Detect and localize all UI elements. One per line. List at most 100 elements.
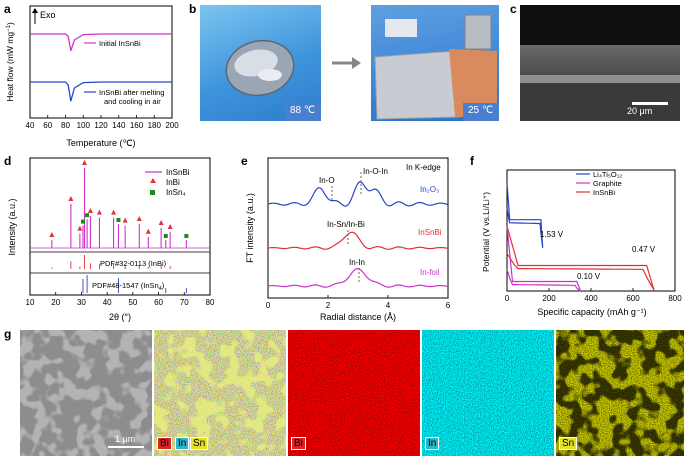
exafs-edge-label: In K-edge — [406, 163, 441, 172]
eds-sn-texture — [556, 330, 684, 456]
voltage-chart: 0 200 400 600 800 Li₄Ti₅O₁₂ Graphite InSnBi … — [481, 169, 682, 317]
exafs-ann-inin: In-In — [349, 258, 365, 267]
exafs-ylabel: FT intensity (a.u.) — [245, 193, 255, 263]
voltage-curve-insnbi — [506, 226, 655, 291]
exafs-x-tick-label: 6 — [446, 301, 451, 310]
xrd-legend-insnbi: InSnBi — [166, 168, 190, 177]
eds-bi-texture — [288, 330, 420, 456]
eds-in-map: In — [422, 330, 554, 456]
voltage-x-tick-label: 0 — [505, 294, 510, 303]
xrd-ref-insn4: PDF#48-1547 (InSn4) — [92, 281, 165, 292]
dsc-x-tick-label: 40 — [26, 121, 35, 130]
photo-molten-alloy: 88 ℃ — [200, 5, 321, 121]
exo-label: Exo — [40, 10, 56, 20]
xrd-chart: 10 20 30 40 50 60 70 80 InSnBi InBi InSn₄ PDF#3… — [7, 157, 215, 322]
xrd-frame — [29, 157, 211, 296]
xrd-marker-inbi — [145, 228, 151, 234]
sem-alloy-layer — [520, 45, 680, 75]
xrd-legend-insn4-marker — [150, 190, 155, 195]
sem-surface-scale-bar — [108, 446, 144, 448]
exafs-label-in2o3: In₂O₃ — [420, 185, 439, 194]
xrd-marker-insn4 — [85, 213, 90, 218]
xrd-marker-inbi — [96, 209, 102, 215]
sem-interface — [520, 75, 680, 83]
dsc-x-tick-label: 80 — [61, 121, 70, 130]
xrd-marker-inbi — [111, 209, 117, 215]
sem-surface-texture — [20, 330, 152, 456]
voltage-ylabel: Potential (V vs.Li/Li⁺) — [481, 192, 491, 272]
sem-surface-scale-text: 1 μm — [115, 434, 136, 444]
voltage-label-047: 0.47 V — [632, 245, 656, 254]
eds-overlay-label-bi: Bi — [157, 437, 172, 450]
dsc-x-tick-label: 200 — [165, 121, 179, 130]
eds-overlay-texture — [154, 330, 286, 456]
xrd-legend-insn4: InSn₄ — [166, 188, 186, 197]
scraper-tool — [464, 14, 492, 50]
xrd-marker-insn4 — [116, 218, 121, 222]
voltage-x-tick-label: 200 — [542, 294, 556, 303]
panel-label-c: c — [510, 2, 517, 16]
exafs-xlabel: Radial distance (Å) — [320, 312, 396, 322]
voltage-label-010: 0.10 V — [577, 272, 601, 281]
xrd-x-tick-label: 80 — [206, 298, 215, 307]
xrd-x-tick-label: 60 — [154, 298, 163, 307]
dsc-x-tick-label: 60 — [43, 121, 52, 130]
exafs-x-tick-label: 0 — [266, 301, 271, 310]
legend-melted-1: InSnBi after melting — [99, 88, 164, 97]
panel-label-g: g — [4, 327, 12, 341]
xrd-x-tick-label: 70 — [180, 298, 189, 307]
sem-surface-image: 1 μm — [20, 330, 152, 456]
panel-label-b: b — [189, 2, 197, 16]
xrd-x-tick-label: 10 — [26, 298, 35, 307]
sem-scale-bar — [632, 102, 668, 105]
voltage-curve-graphite — [506, 226, 582, 293]
xrd-marker-inbi — [82, 160, 88, 165]
xrd-marker-inbi — [158, 220, 164, 225]
xrd-marker-inbi — [49, 232, 55, 237]
voltage-label-153: 1.53 V — [540, 230, 564, 239]
droplet-shine — [258, 69, 282, 81]
eds-overlay-map: Bi In Sn — [154, 330, 286, 456]
exafs-frame — [267, 157, 449, 299]
exafs-curve-infoil — [267, 267, 449, 288]
photo-coated-foil: 25 ℃ — [371, 5, 499, 121]
exafs-chart: 0 2 4 6 In-O In-O-In In-Sn/In-Bi In-In In K… — [245, 157, 451, 322]
coated-sheet — [374, 50, 460, 120]
exo-arrowhead — [32, 8, 38, 13]
exafs-x-tick-label: 4 — [386, 301, 391, 310]
exafs-curve-insnbi — [267, 231, 449, 250]
exafs-curve-in2o3 — [267, 181, 449, 207]
exafs-ann-inoin: In-O-In — [363, 167, 388, 176]
exafs-ann-insn: In-Sn/In-Bi — [327, 220, 365, 229]
eds-bi-map: Bi — [288, 330, 420, 456]
temp-badge-25: 25 ℃ — [463, 103, 499, 121]
copper-foil — [449, 49, 497, 117]
eds-in-label: In — [425, 437, 440, 450]
xrd-x-tick-label: 20 — [51, 298, 60, 307]
voltage-x-tick-label: 400 — [584, 294, 598, 303]
exafs-ann-ino: In-O — [319, 176, 335, 185]
xrd-marker-inbi — [68, 196, 74, 201]
dsc-x-tick-label: 160 — [130, 121, 144, 130]
dsc-xlabel: Temperature (℃) — [66, 138, 135, 148]
dsc-chart: 40 60 80 100 120 140 160 180 200 Exo Initial InS… — [5, 5, 179, 148]
exafs-label-infoil: In-foil — [420, 268, 440, 277]
dsc-x-tick-label: 120 — [94, 121, 108, 130]
panel-label-d: d — [4, 154, 12, 168]
xrd-ref-inbi: PDF#32-0113 (InBi) — [100, 259, 167, 268]
xrd-marker-insn4 — [80, 219, 85, 224]
xrd-marker-insn4 — [163, 234, 168, 238]
exafs-x-tick-label: 2 — [326, 301, 331, 310]
xrd-marker-inbi — [77, 225, 83, 231]
dsc-curve-initial — [30, 33, 172, 52]
legend-melted-2: and cooling in air — [104, 97, 161, 106]
xrd-xlabel: 2θ (°) — [109, 312, 131, 322]
eds-sn-label: Sn — [559, 437, 578, 450]
exafs-label-insnbi: InSnBi — [418, 228, 442, 237]
xrd-legend-inbi-marker — [150, 178, 156, 183]
xrd-marker-insn4 — [184, 234, 189, 238]
sem-cross-section: 20 μm — [520, 5, 680, 121]
dsc-x-tick-label: 180 — [148, 121, 162, 130]
eds-overlay-label-in: In — [175, 437, 190, 450]
sem-scale-text: 20 μm — [627, 106, 653, 116]
